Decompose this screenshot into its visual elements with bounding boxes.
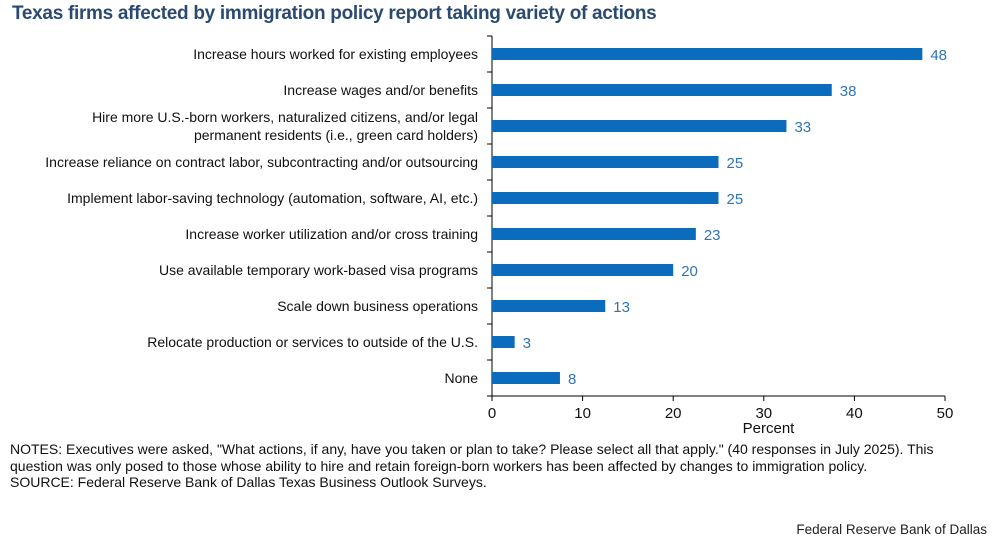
notes: NOTES: Executives were asked, "What acti… [10, 441, 985, 491]
category-label: permanent residents (i.e., green card ho… [194, 127, 478, 143]
data-label: 3 [523, 335, 531, 352]
bar [492, 300, 606, 312]
x-axis-label: Percent [743, 420, 796, 437]
data-label: 23 [704, 227, 721, 244]
x-tick-label: 50 [937, 405, 954, 422]
x-tick-label: 0 [488, 405, 496, 422]
credit: Federal Reserve Bank of Dallas [796, 522, 987, 537]
data-label: 8 [568, 371, 576, 388]
bar [492, 156, 719, 168]
bar [492, 84, 832, 96]
bar [492, 48, 923, 60]
bar [492, 120, 787, 132]
data-label: 13 [613, 299, 630, 316]
category-label: Use available temporary work-based visa … [159, 262, 478, 278]
category-label: Hire more U.S.-born workers, naturalized… [92, 109, 478, 125]
x-tick-label: 30 [755, 405, 772, 422]
data-label: 33 [794, 119, 811, 136]
data-label: 48 [930, 47, 947, 64]
bar [492, 264, 674, 276]
x-tick-label: 40 [846, 405, 863, 422]
bar [492, 228, 696, 240]
category-label: Increase hours worked for existing emplo… [193, 46, 478, 62]
bar [492, 372, 560, 384]
category-label: Increase wages and/or benefits [283, 82, 478, 98]
data-label: 20 [681, 263, 698, 280]
bar [492, 192, 719, 204]
category-label: Relocate production or services to outsi… [147, 334, 478, 350]
data-label: 25 [727, 155, 744, 172]
data-label: 25 [727, 191, 744, 208]
x-tick-label: 10 [574, 405, 591, 422]
bar [492, 336, 515, 348]
category-label: None [445, 370, 479, 386]
category-label: Increase reliance on contract labor, sub… [45, 154, 478, 170]
chart-title: Texas firms affected by immigration poli… [12, 3, 657, 24]
x-tick-label: 20 [665, 405, 682, 422]
notes-text: NOTES: Executives were asked, "What acti… [10, 441, 934, 474]
source-text: SOURCE: Federal Reserve Bank of Dallas T… [10, 474, 487, 490]
category-label: Implement labor-saving technology (autom… [67, 190, 478, 206]
category-label: Scale down business operations [277, 298, 478, 314]
data-label: 38 [840, 83, 857, 100]
category-label: Increase worker utilization and/or cross… [185, 226, 478, 242]
